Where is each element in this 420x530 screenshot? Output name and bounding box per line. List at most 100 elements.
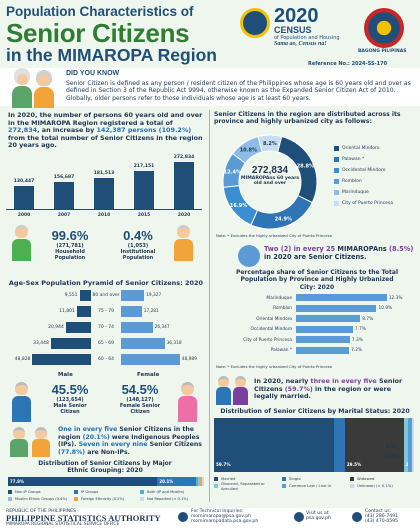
pyramid-age-label: 75 - 79 bbox=[98, 309, 114, 314]
ethnic-legend-label: IP Groups bbox=[81, 490, 99, 495]
ethnic-segment bbox=[202, 477, 204, 486]
pyramid-title: Age-Sex Population Pyramid of Senior Cit… bbox=[8, 279, 204, 287]
marital-legend-label: Common Law / Live In bbox=[289, 483, 332, 488]
pie-legend: Oriental Mindoro Palawan * Occidental Mind… bbox=[334, 143, 418, 209]
married-a: In 2020, nearly bbox=[254, 377, 311, 385]
share-value: 7.3% bbox=[351, 337, 363, 343]
donut-slice bbox=[257, 134, 283, 153]
institutional-label-2: Population bbox=[122, 255, 154, 261]
census-subtitle: of Population and Housing bbox=[274, 35, 340, 41]
female-share-icon bbox=[176, 382, 200, 422]
institutional-icon bbox=[172, 225, 196, 261]
pyramid-female-bar bbox=[121, 290, 145, 301]
female-share-label-2: Citizen bbox=[130, 409, 150, 415]
pie-legend-swatch bbox=[334, 146, 339, 151]
pie-legend-swatch bbox=[334, 168, 339, 173]
ethnic-title: Distribution of Senior Citizens by Major… bbox=[38, 460, 172, 475]
ethnic-legend-swatch bbox=[74, 496, 78, 501]
share-bar bbox=[296, 315, 361, 322]
male-share-pct: 45.5% bbox=[51, 382, 89, 397]
ip-h: are Non-IPs. bbox=[85, 448, 131, 456]
female-share-label-1: Female Senior bbox=[119, 403, 161, 409]
marital-legend-label: Unknown (< 0.1%) bbox=[357, 483, 393, 488]
ethnic-legend-item: Foreign Ethnicity (0.2%) bbox=[74, 496, 140, 503]
census-word: CENSUS bbox=[274, 25, 312, 35]
ethnic-legend-item: IP Groups bbox=[74, 489, 140, 496]
share-bar bbox=[296, 304, 377, 312]
pie-legend-swatch bbox=[334, 179, 339, 184]
share-category-label: Oriental Mindoro bbox=[256, 316, 292, 322]
marital-legend-swatch bbox=[350, 476, 354, 481]
ethnic-legend-swatch bbox=[140, 490, 144, 495]
trend-bar-chart: 130,447 2000 156,687 2007 181,513 2010 217,151… bbox=[6, 140, 206, 222]
ip-b: Senior Citizens in the region bbox=[58, 426, 194, 441]
pyramid-female-value: 19,327 bbox=[146, 293, 162, 298]
footer-psa-office: MIMAROPA REGIONAL STATISTICAL SERVICE OF… bbox=[6, 522, 120, 528]
married-couple-icon bbox=[216, 376, 250, 406]
trend-bar bbox=[174, 161, 194, 209]
pie-legend-item: City of Puerto Princesa bbox=[334, 198, 418, 209]
female-share-pct: 54.5% bbox=[121, 382, 159, 397]
household-icon bbox=[10, 225, 34, 261]
ethnic-legend: Non-IP Groups IP Groups Both (IP and Musli… bbox=[8, 489, 208, 502]
pyramid-female-value: 17,281 bbox=[143, 309, 159, 314]
male-share-label-1: Male Senior bbox=[53, 403, 87, 409]
marital-segment: 59.7% bbox=[214, 418, 334, 472]
male-share-label-2: Citizen bbox=[60, 409, 80, 415]
did-you-know-text: Senior Citizen is defined as any person … bbox=[66, 80, 411, 102]
married-b: three in every five bbox=[310, 377, 377, 385]
marital-legend-swatch bbox=[282, 476, 286, 481]
ethnic-legend-label: Foreign Ethnicity (0.2%) bbox=[81, 496, 125, 501]
footer-email-1[interactable]: rsomimaropa@psa.gov.ph bbox=[191, 514, 252, 520]
share-value: 10.9% bbox=[378, 306, 393, 311]
ethnic-segment bbox=[196, 477, 198, 486]
footer-web[interactable]: psa.gov.ph bbox=[306, 516, 331, 522]
pie-legend-label: Oriental Mindoro bbox=[342, 146, 380, 151]
title-line-1: Population Characteristics of bbox=[6, 4, 194, 19]
married-d: (59.7%) bbox=[284, 384, 313, 393]
marital-legend-item: Married bbox=[214, 475, 282, 482]
footer-email-2[interactable]: rsomimaropadata.psa.gov.ph bbox=[191, 519, 259, 525]
pyramid-male-value: 20,944 bbox=[48, 325, 64, 330]
marital-legend-swatch bbox=[214, 483, 218, 488]
marital-legend-label: Married bbox=[221, 476, 236, 481]
pie-legend-swatch bbox=[334, 157, 339, 162]
title-line-2: Senior Citizens bbox=[6, 18, 190, 48]
marital-segment: 2.2% bbox=[403, 418, 409, 472]
pie-legend-item: Palawan * bbox=[334, 154, 418, 165]
household-block: 99.6% (271,781) Household Population bbox=[40, 228, 100, 261]
marital-legend-label: Divorced, Separated or Annulled bbox=[220, 480, 265, 491]
trend-total: 272,834 bbox=[8, 126, 38, 135]
ethnic-legend-swatch bbox=[140, 496, 144, 501]
pyramid-male-label: Male bbox=[58, 372, 73, 378]
marital-segment bbox=[333, 418, 345, 472]
globe-icon bbox=[294, 512, 304, 522]
share-category-label: City of Puerto Princesa bbox=[243, 337, 292, 343]
marital-legend-label: Single bbox=[289, 476, 301, 481]
marital-legend-item: Single bbox=[282, 475, 350, 482]
ip-e: Seven in every nine bbox=[78, 441, 148, 449]
province-donut-chart: 28.8% 24.9% 16.9% 12.4% 10.8% 8.2% bbox=[222, 134, 318, 230]
share-bar bbox=[296, 346, 350, 354]
marital-stacked-bar: 59.7%29.5%2.2% 6.5% 2.1% bbox=[214, 418, 414, 472]
married-c: Senior Citizens bbox=[254, 377, 403, 393]
share-category-label: Marinduque bbox=[266, 295, 292, 301]
share-note: Note: * Excludes the highly urbanized Ci… bbox=[216, 364, 333, 369]
title-line-3: in the MIMAROPA Region bbox=[6, 45, 217, 65]
marital-legend-swatch bbox=[282, 483, 286, 488]
marital-legend-item: Common Law / Live In bbox=[282, 482, 350, 489]
household-label-1: Household bbox=[55, 249, 85, 255]
census-slogan: Sama ao, Census na! bbox=[274, 41, 327, 47]
trend-bar bbox=[14, 186, 34, 209]
pyramid-female-label: Female bbox=[137, 372, 160, 378]
vertical-divider bbox=[209, 110, 210, 502]
age-sex-pyramid: 9,551 80 and over 19,327 11,801 75 - 79 17,28… bbox=[6, 288, 206, 372]
pie-legend-item: Occidental Mindoro bbox=[334, 165, 418, 176]
trend-bar bbox=[94, 177, 114, 209]
footer-phone-1[interactable]: (43) 286-7491 bbox=[365, 514, 399, 520]
institutional-count: (1,053) bbox=[127, 243, 149, 249]
share-value: 12.3% bbox=[388, 295, 403, 301]
ethnic-legend-label: Muslim Ethnic Groups (0.4%) bbox=[15, 496, 68, 501]
marital-legend: Married Single Widowed Divorced, Separated … bbox=[214, 475, 418, 491]
footer-phone-2[interactable]: (43) 470-0595 bbox=[365, 519, 399, 525]
